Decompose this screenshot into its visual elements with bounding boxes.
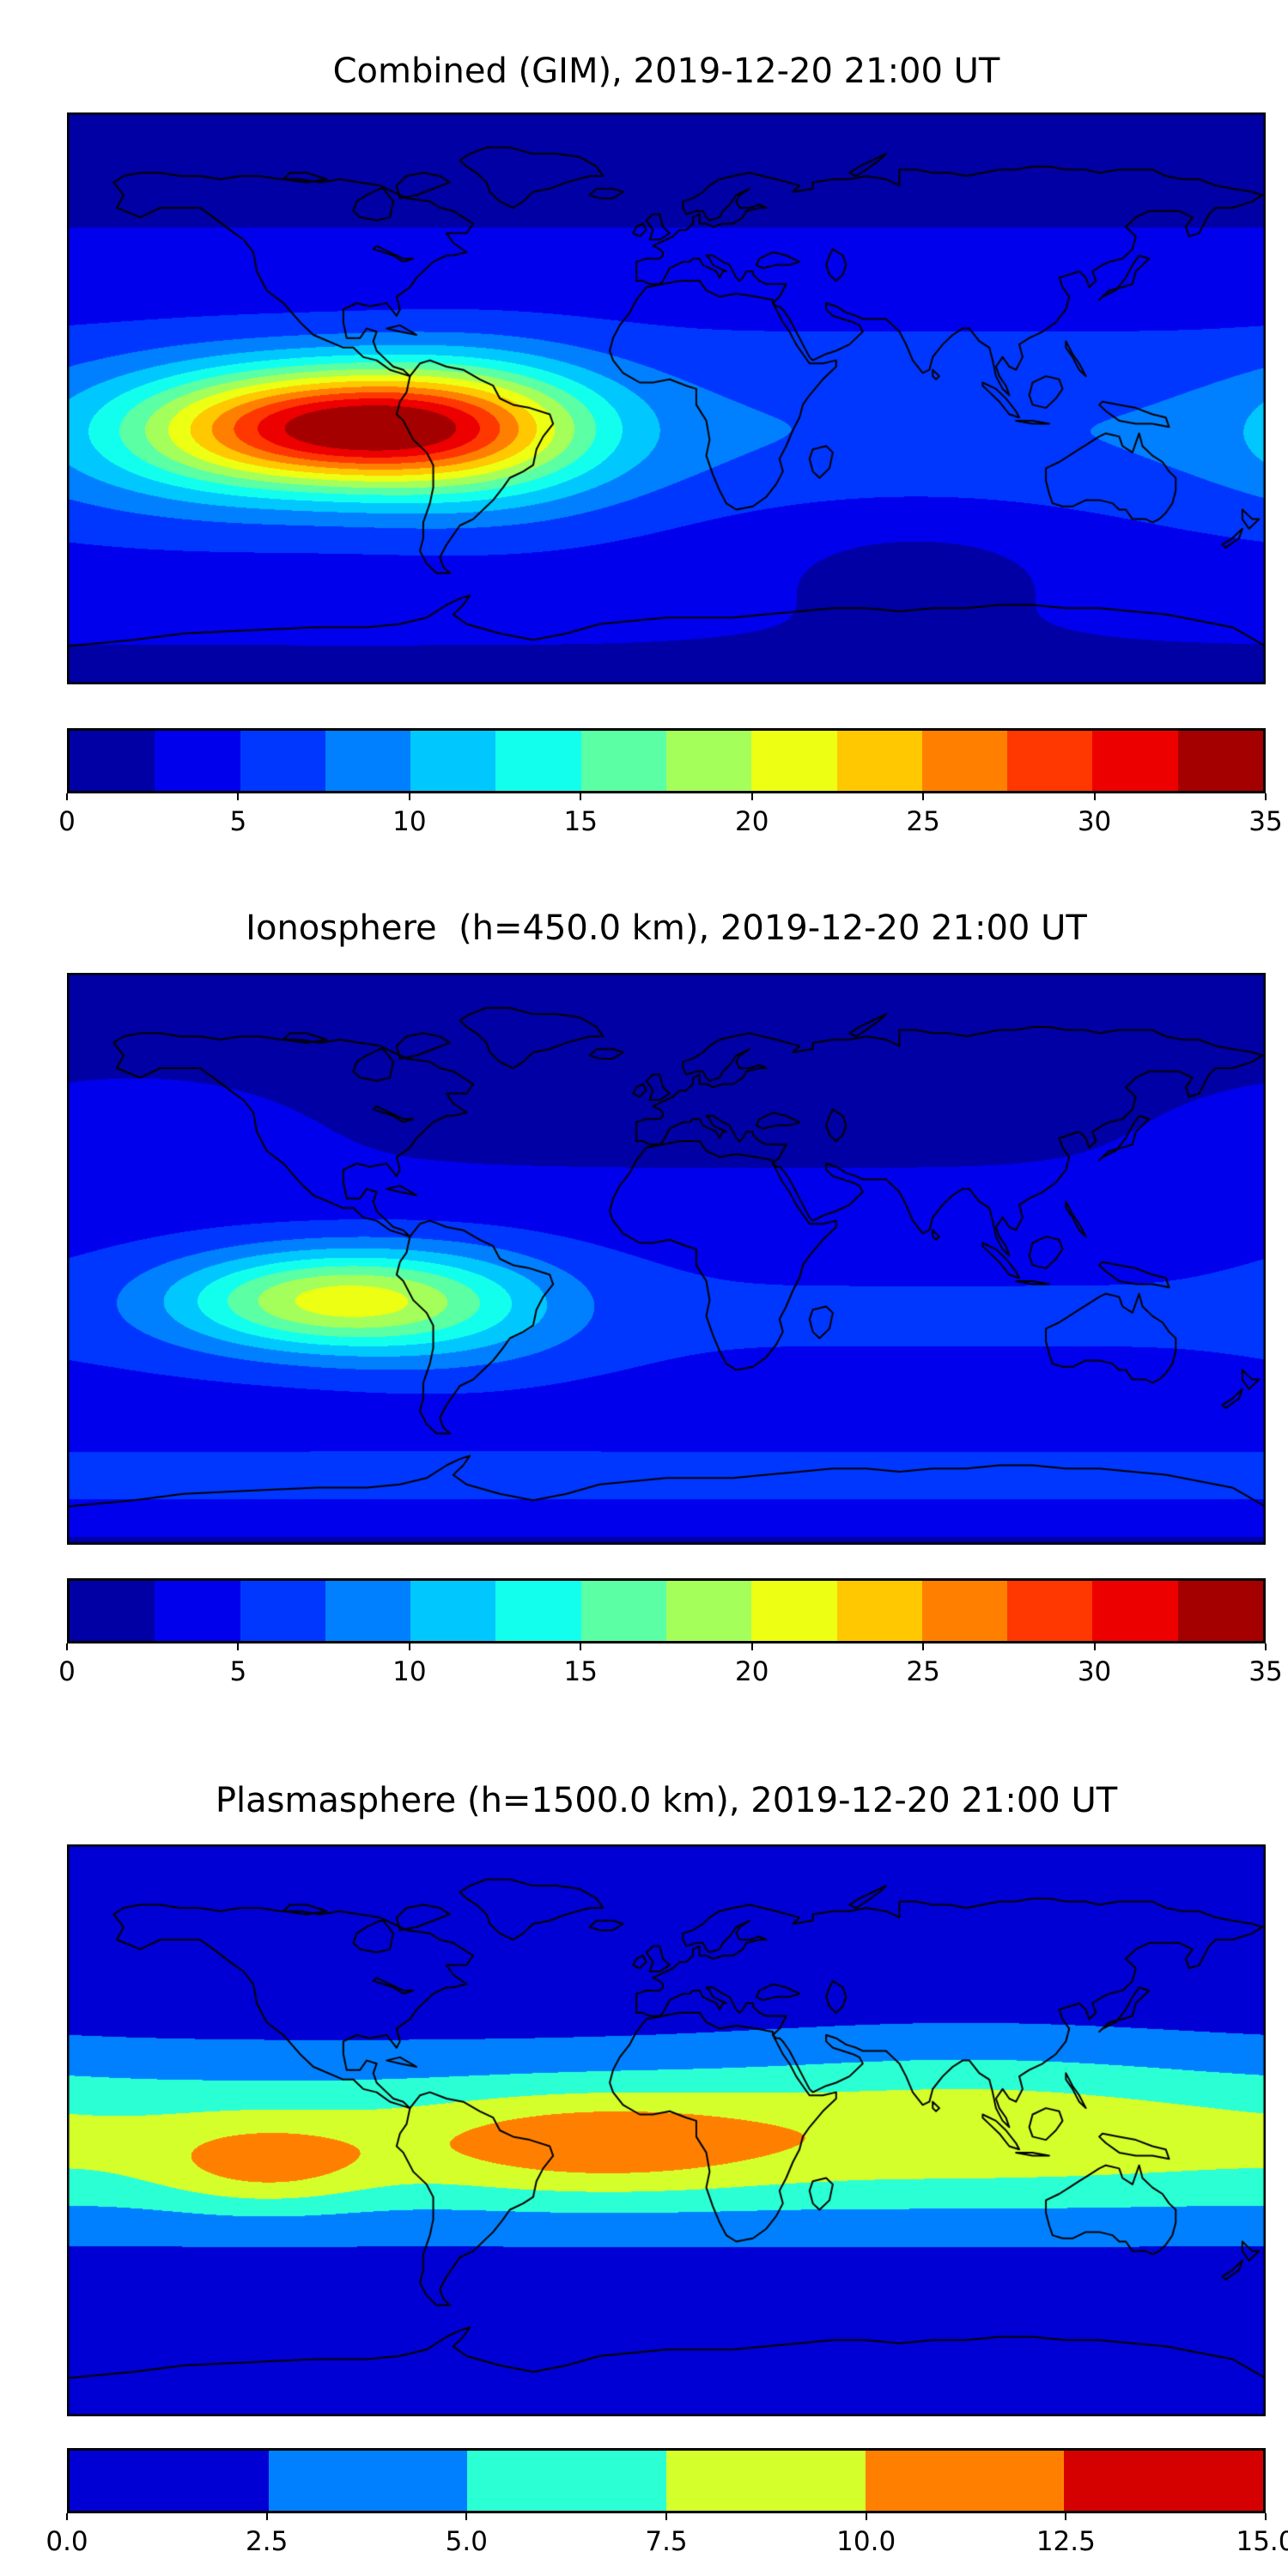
colorbar-segment	[1177, 1581, 1263, 1641]
colorbar-segment	[665, 731, 752, 791]
colorbar-tick-mark	[237, 793, 240, 800]
colorbar-segment	[70, 2451, 269, 2511]
colorbar-tick-label: 25	[906, 1656, 940, 1687]
colorbar-segment	[836, 1581, 922, 1641]
colorbar-tick-label: 20	[734, 806, 769, 837]
colorbar-segment	[1092, 1581, 1178, 1641]
colorbar-tick-label: 12.5	[1036, 2526, 1096, 2557]
colorbar-tick-mark	[922, 793, 925, 800]
ionosphere-colorbar	[67, 1578, 1266, 1643]
colorbar-segment	[921, 731, 1008, 791]
colorbar-tick-label: 0	[58, 806, 76, 837]
colorbar-segment	[240, 1581, 325, 1641]
colorbar-tick-mark	[408, 1643, 410, 1650]
plasmasphere-map-title: Plasmasphere (h=1500.0 km), 2019-12-20 2…	[215, 1781, 1118, 1820]
colorbar-tick-mark	[922, 1643, 925, 1650]
colorbar-segment	[1007, 1581, 1093, 1641]
colorbar-tick-mark	[750, 793, 753, 800]
combined-colorbar-tickmarks	[66, 793, 1267, 800]
plasmasphere-tec-map	[67, 1844, 1266, 2416]
colorbar-tick-mark	[66, 1643, 68, 1650]
colorbar-tick-mark	[1265, 2513, 1267, 2520]
colorbar-tick-label: 0.0	[46, 2526, 88, 2557]
colorbar-tick-mark	[580, 793, 582, 800]
colorbar-tick-mark	[66, 793, 68, 800]
colorbar-tick-label: 5.0	[445, 2526, 488, 2557]
combined-colorbar	[67, 728, 1266, 793]
colorbar-segment	[410, 1581, 496, 1641]
colorbar-tick-mark	[1265, 1643, 1267, 1650]
colorbar-tick-label: 25	[906, 806, 940, 837]
colorbar-tick-label: 10	[392, 1656, 427, 1687]
colorbar-tick-label: 5	[229, 806, 247, 837]
colorbar-tick-label: 20	[734, 1656, 769, 1687]
colorbar-tick-label: 10	[392, 806, 427, 837]
ionosphere-tec-map	[67, 973, 1266, 1545]
colorbar-segment	[70, 1581, 155, 1641]
colorbar-tick-label: 35	[1249, 1656, 1283, 1687]
ionosphere-colorbar-tickmarks	[66, 1643, 1267, 1650]
colorbar-segment	[666, 2451, 866, 2511]
colorbar-segment	[921, 1581, 1008, 1641]
colorbar-tick-label: 10.0	[836, 2526, 896, 2557]
colorbar-segment	[155, 1581, 240, 1641]
colorbar-tick-mark	[665, 2513, 667, 2520]
colorbar-tick-mark	[750, 1643, 753, 1650]
colorbar-tick-label: 2.5	[246, 2526, 289, 2557]
colorbar-segment	[1064, 2451, 1264, 2511]
colorbar-tick-mark	[408, 793, 410, 800]
colorbar-tick-mark	[865, 2513, 867, 2520]
colorbar-segment	[495, 731, 581, 791]
colorbar-segment	[155, 731, 240, 791]
colorbar-tick-label: 15	[563, 806, 598, 837]
colorbar-segment	[580, 1581, 666, 1641]
colorbar-segment	[495, 1581, 581, 1641]
plasmasphere-colorbar-tickmarks	[66, 2513, 1267, 2520]
colorbar-tick-label: 15	[563, 1656, 598, 1687]
colorbar-segment	[240, 731, 325, 791]
colorbar-tick-label: 0	[58, 1656, 76, 1687]
colorbar-tick-mark	[1065, 2513, 1067, 2520]
colorbar-segment	[70, 731, 155, 791]
combined-map-title: Combined (GIM), 2019-12-20 21:00 UT	[332, 52, 1000, 91]
ionosphere-colorbar-ticklabels: 0 5 10 15 20 25 30 35	[58, 1656, 1283, 1690]
colorbar-tick-mark	[1265, 793, 1267, 800]
colorbar-segment	[268, 2451, 468, 2511]
colorbar-segment	[665, 1581, 752, 1641]
colorbar-tick-label: 15.0	[1236, 2526, 1288, 2557]
colorbar-tick-label: 7.5	[645, 2526, 688, 2557]
colorbar-segment	[865, 2451, 1065, 2511]
colorbar-tick-mark	[237, 1643, 240, 1650]
colorbar-tick-mark	[1093, 1643, 1096, 1650]
colorbar-segment	[325, 1581, 411, 1641]
colorbar-tick-label: 30	[1077, 806, 1112, 837]
plasmasphere-colorbar	[67, 2448, 1266, 2513]
colorbar-tick-mark	[580, 1643, 582, 1650]
colorbar-tick-label: 30	[1077, 1656, 1112, 1687]
colorbar-segment	[836, 731, 922, 791]
colorbar-segment	[751, 1581, 837, 1641]
colorbar-segment	[1092, 731, 1178, 791]
colorbar-segment	[1007, 731, 1093, 791]
colorbar-tick-mark	[1093, 793, 1096, 800]
combined-colorbar-ticklabels: 0 5 10 15 20 25 30 35	[58, 805, 1283, 840]
ionosphere-map-title: Ionosphere (h=450.0 km), 2019-12-20 21:0…	[246, 908, 1087, 948]
colorbar-tick-mark	[265, 2513, 268, 2520]
colorbar-segment	[751, 731, 837, 791]
plasmasphere-colorbar-ticklabels: 0.0 2.5 5.0 7.5 10.0 12.5 15.0	[46, 2525, 1288, 2560]
colorbar-tick-mark	[66, 2513, 68, 2520]
colorbar-tick-label: 5	[229, 1656, 247, 1687]
colorbar-segment	[325, 731, 411, 791]
colorbar-tick-label: 35	[1249, 806, 1283, 837]
colorbar-segment	[410, 731, 496, 791]
colorbar-segment	[1177, 731, 1263, 791]
colorbar-tick-mark	[465, 2513, 468, 2520]
colorbar-segment	[467, 2451, 667, 2511]
combined-tec-map	[67, 112, 1266, 684]
colorbar-segment	[580, 731, 666, 791]
